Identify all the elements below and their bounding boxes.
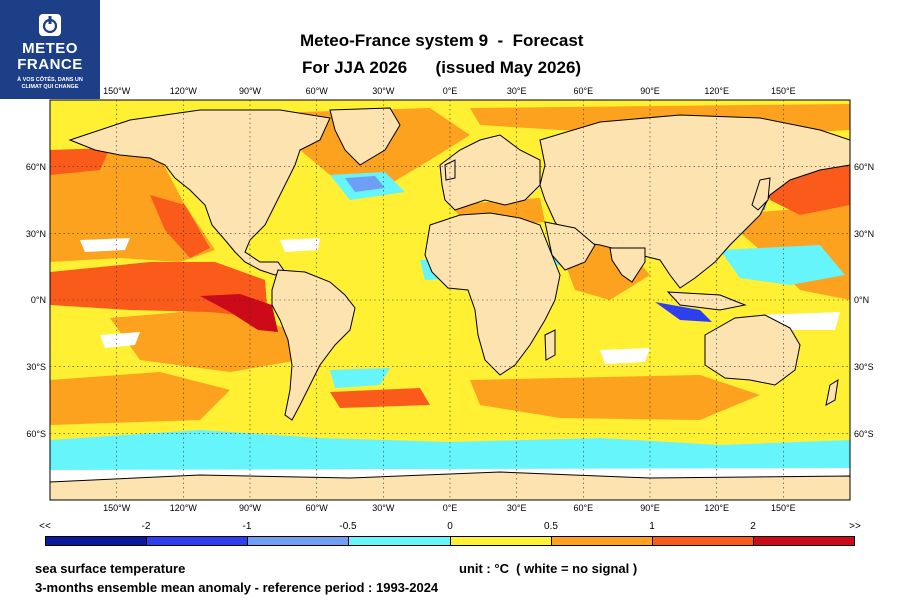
north-america-landmass (68, 109, 331, 276)
lon-tick-top: 0°E (443, 86, 458, 96)
lon-tick-bottom: 120°W (170, 503, 198, 512)
sst-anomaly-map: 150°W 120°W 90°W 60°W 30°W 0°E 30°E 60°E… (26, 86, 874, 512)
latitude-ticks-right: 60°N 30°N 0°N 30°S 60°S (854, 162, 874, 439)
lon-tick-bottom: 90°W (239, 503, 262, 512)
logo-tagline-line2: CLIMAT QUI CHANGE (21, 84, 79, 90)
lon-tick-top: 60°W (306, 86, 329, 96)
no-signal-region-central-pacific (80, 238, 130, 252)
colorbar-label: -1 (242, 521, 252, 532)
japan-landmass (751, 177, 771, 211)
lon-tick-bottom: 30°E (507, 503, 527, 512)
colorbar-label: >> (849, 521, 861, 532)
lon-tick-top: 30°E (507, 86, 527, 96)
anomaly-region-west-pacific-cyan (720, 245, 845, 285)
anomaly-region-equatorial-pacific-red (50, 262, 268, 318)
colorbar-label: 0 (447, 521, 453, 532)
lon-tick-top: 150°E (771, 86, 796, 96)
anomaly-region-northeast-pacific-red (150, 195, 210, 258)
unit-note: unit : °C ( white = no signal ) (459, 561, 638, 576)
lon-tick-top: 90°W (239, 86, 262, 96)
anomaly-region-south-indian-orange (470, 375, 760, 420)
colorbar-label: -2 (141, 521, 151, 532)
lon-tick-top: 120°W (170, 86, 198, 96)
colorbar (45, 536, 855, 546)
arabian-peninsula-landmass (544, 221, 596, 271)
lat-tick-left: 60°N (26, 162, 46, 172)
no-signal-region-south-pacific (100, 332, 140, 348)
no-signal-region-indian-ocean (600, 348, 650, 364)
forecast-period-title: For JJA 2026 (issued May 2026) (302, 58, 582, 77)
colorbar-label: 2 (750, 521, 756, 532)
colorbar-label: << (39, 521, 51, 532)
logo-wordmark-line2: FRANCE (17, 56, 83, 73)
lat-tick-left: 30°N (26, 229, 46, 239)
logo-tagline-line1: À VOS CÔTÉS, DANS UN (17, 77, 83, 83)
lat-tick-right: 60°N (854, 162, 874, 172)
variable-name: sea surface temperature (35, 561, 186, 576)
madagascar-landmass (544, 329, 556, 361)
lat-tick-right: 0°N (854, 295, 869, 305)
colorbar-segment (551, 537, 653, 545)
description-note: 3-months ensemble mean anomaly - referen… (35, 580, 439, 595)
anomaly-region-labrador-blue (345, 176, 385, 192)
lon-tick-bottom: 0°E (443, 503, 458, 512)
lon-tick-bottom: 60°W (306, 503, 329, 512)
forecast-title: Meteo-France system 9 - Forecast (300, 31, 584, 50)
lat-tick-left: 60°S (26, 429, 46, 439)
colorbar-segment (450, 537, 552, 545)
longitude-ticks-top: 150°W 120°W 90°W 60°W 30°W 0°E 30°E 60°E… (103, 86, 795, 96)
south-america-landmass (271, 269, 356, 421)
lon-tick-bottom: 30°W (372, 503, 395, 512)
colorbar-label: -0.5 (339, 521, 357, 532)
africa-landmass (424, 212, 561, 376)
lon-tick-top: 150°W (103, 86, 131, 96)
new-zealand-landmass (825, 379, 839, 406)
lon-tick-bottom: 150°E (771, 503, 796, 512)
anomaly-region-south-pacific-orange (50, 372, 230, 425)
latitude-ticks-left: 60°N 30°N 0°N 30°S 60°S (26, 162, 46, 439)
uk-landmass (444, 159, 456, 181)
lat-tick-right: 30°S (854, 362, 874, 372)
indonesia-landmass (666, 291, 747, 311)
greenland-landmass (329, 107, 401, 166)
colorbar-label: 0.5 (544, 521, 558, 532)
meteo-france-emblem-icon (39, 14, 61, 36)
anomaly-region-south-atlantic-red (330, 388, 430, 408)
colorbar-label: 1 (649, 521, 655, 532)
europe-landmass (439, 134, 541, 211)
longitude-ticks-bottom: 150°W 120°W 90°W 60°W 30°W 0°E 30°E 60°E… (103, 503, 795, 512)
colorbar-segment (753, 537, 854, 545)
colorbar-segment (652, 537, 754, 545)
lat-tick-left: 30°S (26, 362, 46, 372)
anomaly-region-peru-coast-dark-red (200, 294, 278, 332)
colorbar-segment (248, 537, 350, 545)
map-graticule (50, 100, 850, 500)
lon-tick-bottom: 120°E (704, 503, 729, 512)
colorbar-segment (46, 537, 148, 545)
anomaly-region-north-atlantic-red (50, 148, 110, 175)
lat-tick-left: 0°N (31, 295, 46, 305)
lon-tick-bottom: 90°E (640, 503, 660, 512)
lat-tick-right: 60°S (854, 429, 874, 439)
colorbar-segment (349, 537, 451, 545)
lon-tick-top: 120°E (704, 86, 729, 96)
colorbar-segment (147, 537, 249, 545)
meteo-france-logo: METEO FRANCE À VOS CÔTÉS, DANS UN CLIMAT… (0, 0, 100, 99)
logo-wordmark-line1: METEO (22, 40, 78, 57)
lon-tick-top: 90°E (640, 86, 660, 96)
no-signal-region-atlantic (280, 238, 320, 252)
australia-landmass (704, 314, 801, 386)
india-landmass (609, 247, 646, 283)
lon-tick-bottom: 60°E (573, 503, 593, 512)
lat-tick-right: 30°N (854, 229, 874, 239)
anomaly-region-indonesia-blue (655, 302, 712, 322)
lon-tick-bottom: 150°W (103, 503, 131, 512)
anomaly-region-south-atlantic-cyan (330, 368, 390, 388)
lon-tick-top: 60°E (573, 86, 593, 96)
lon-tick-top: 30°W (372, 86, 395, 96)
